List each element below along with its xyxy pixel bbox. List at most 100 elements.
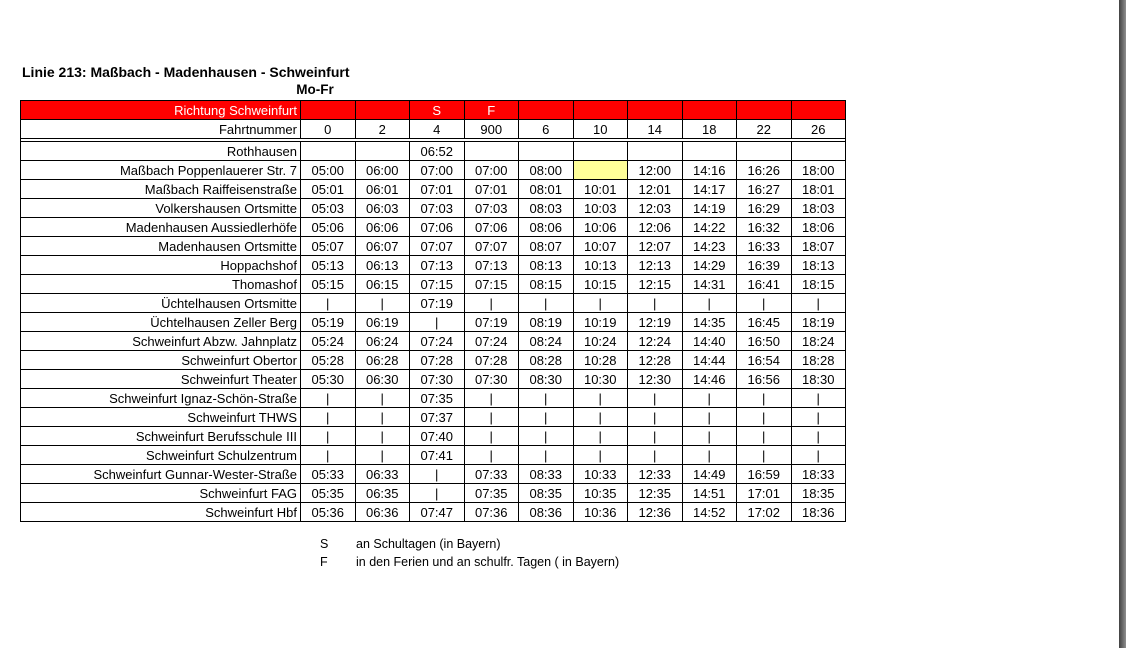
time-cell: 18:33 (790, 464, 846, 484)
time-cell: | (736, 388, 792, 408)
time-cell: | (300, 388, 356, 408)
table-row: Üchtelhausen Zeller Berg 05:19 06:19 | 07:19… (20, 312, 846, 332)
time-cell: 07:07 (463, 236, 519, 256)
time-cell: | (736, 293, 792, 313)
time-cell: | (463, 407, 519, 427)
time-cell (463, 141, 519, 161)
time-cell: 12:06 (627, 217, 683, 237)
time-cell: 10:24 (572, 331, 628, 351)
time-cell: 06:30 (354, 369, 410, 389)
time-cell: 14:46 (681, 369, 737, 389)
station-cell: Volkershausen Ortsmitte (20, 198, 301, 218)
time-cell: 12:15 (627, 274, 683, 294)
time-cell: 14:22 (681, 217, 737, 237)
time-cell: | (736, 407, 792, 427)
time-cell: 06:24 (354, 331, 410, 351)
station-cell: Madenhausen Aussiedlerhöfe (20, 217, 301, 237)
trip-number-cell: 10 (572, 119, 628, 139)
time-cell: 06:28 (354, 350, 410, 370)
time-cell: 18:15 (790, 274, 846, 294)
time-cell: 18:01 (790, 179, 846, 199)
time-cell: | (463, 426, 519, 446)
table-row: Schweinfurt Schulzentrum | | 07:41 | | | | | | | (20, 445, 846, 465)
time-cell: | (736, 445, 792, 465)
time-cell: 10:13 (572, 255, 628, 275)
time-cell: | (354, 388, 410, 408)
time-cell: 06:00 (354, 160, 410, 180)
table-row: Schweinfurt Berufsschule III | | 07:40 | | | | |… (20, 426, 846, 446)
time-cell: | (681, 293, 737, 313)
day-code-cell (354, 100, 410, 120)
time-cell: 08:24 (518, 331, 574, 351)
station-cell: Schweinfurt FAG (20, 483, 301, 503)
time-cell: 07:30 (463, 369, 519, 389)
time-cell: 10:03 (572, 198, 628, 218)
time-cell: 05:24 (300, 331, 356, 351)
time-cell: | (572, 445, 628, 465)
time-cell: 07:13 (409, 255, 465, 275)
time-cell: 18:30 (790, 369, 846, 389)
time-cell: 07:24 (409, 331, 465, 351)
time-cell: 05:07 (300, 236, 356, 256)
time-cell: 17:02 (736, 502, 792, 522)
time-cell: 14:44 (681, 350, 737, 370)
time-cell: 10:30 (572, 369, 628, 389)
time-cell: 10:06 (572, 217, 628, 237)
time-cell: | (354, 426, 410, 446)
table-row: Hoppachshof 05:13 06:13 07:13 07:13 08:13 10:1… (20, 255, 846, 275)
station-cell: Schweinfurt Theater (20, 369, 301, 389)
time-cell: 18:06 (790, 217, 846, 237)
time-cell: 06:52 (409, 141, 465, 161)
time-cell: 18:24 (790, 331, 846, 351)
time-cell: 16:39 (736, 255, 792, 275)
time-cell: | (572, 293, 628, 313)
time-cell: 14:31 (681, 274, 737, 294)
legend-text: in den Ferien und an schulfr. Tagen ( in… (356, 555, 620, 569)
time-cell: 14:49 (681, 464, 737, 484)
time-cell: 07:00 (409, 160, 465, 180)
time-cell: 10:15 (572, 274, 628, 294)
time-cell (681, 141, 737, 161)
trip-number-cell: 6 (518, 119, 574, 139)
time-cell (627, 141, 683, 161)
time-cell: 18:07 (790, 236, 846, 256)
time-cell: 07:03 (463, 198, 519, 218)
time-cell: | (300, 293, 356, 313)
time-cell: 05:36 (300, 502, 356, 522)
time-cell: | (300, 445, 356, 465)
time-cell: 07:35 (463, 483, 519, 503)
time-cell: 05:30 (300, 369, 356, 389)
time-cell: | (409, 483, 465, 503)
trip-number-cell: 4 (409, 119, 465, 139)
station-cell: Thomashof (20, 274, 301, 294)
time-cell: 12:00 (627, 160, 683, 180)
time-cell: | (409, 464, 465, 484)
table-row: Madenhausen Ortsmitte 05:07 06:07 07:07 07:0… (20, 236, 846, 256)
time-cell: 10:01 (572, 179, 628, 199)
time-cell (790, 141, 846, 161)
time-cell: 08:00 (518, 160, 574, 180)
time-cell: 07:01 (463, 179, 519, 199)
time-cell: 07:15 (409, 274, 465, 294)
time-cell (572, 141, 628, 161)
day-code-cell: S (409, 100, 465, 120)
day-code-cell (572, 100, 628, 120)
time-cell: | (572, 407, 628, 427)
time-cell: 18:35 (790, 483, 846, 503)
time-cell: 10:19 (572, 312, 628, 332)
time-cell: | (681, 445, 737, 465)
time-cell: 07:03 (409, 198, 465, 218)
legend-text: an Schultagen (in Bayern) (356, 537, 501, 551)
time-cell: 14:40 (681, 331, 737, 351)
time-cell: | (463, 445, 519, 465)
station-cell: Schweinfurt Gunnar-Wester-Straße (20, 464, 301, 484)
time-cell: | (627, 388, 683, 408)
time-cell: 10:35 (572, 483, 628, 503)
time-cell: 16:56 (736, 369, 792, 389)
trip-number-cell: 22 (736, 119, 792, 139)
time-cell: 06:01 (354, 179, 410, 199)
time-cell: 07:37 (409, 407, 465, 427)
day-code-cell (627, 100, 683, 120)
